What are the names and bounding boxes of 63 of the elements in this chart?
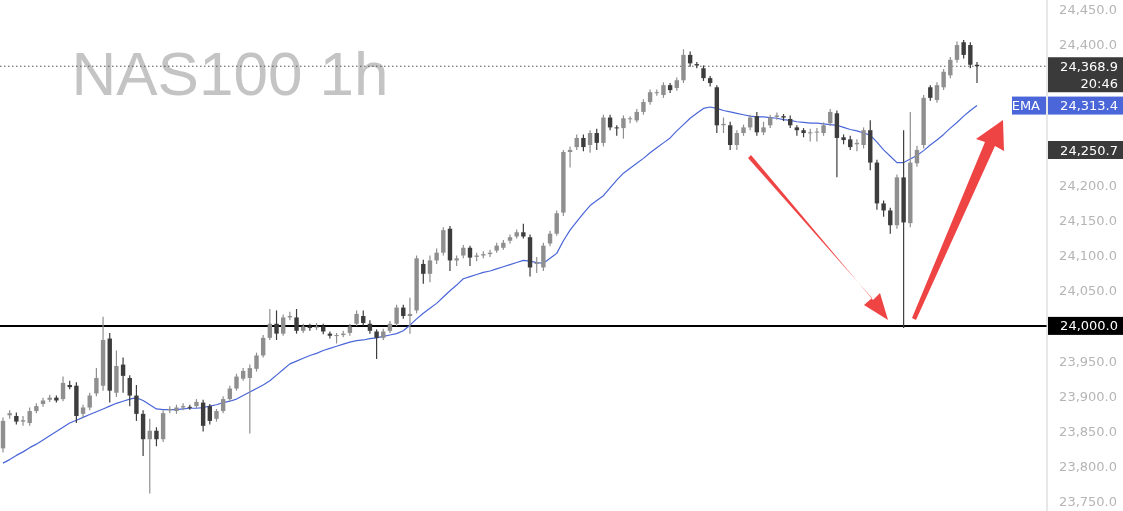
y-tick-label: 24,450.0 <box>1059 1 1117 17</box>
ref-line-label: 24,000.0 <box>1060 318 1118 334</box>
y-tick-label: 24,050.0 <box>1059 283 1117 299</box>
ref-line-label: 24,368.9 <box>1060 58 1118 74</box>
candlestick <box>20 415 26 427</box>
candlestick <box>27 406 32 427</box>
candlestick <box>754 111 760 137</box>
candlestick <box>267 308 273 341</box>
candlestick <box>274 309 279 341</box>
candlestick <box>421 259 426 285</box>
candlestick <box>861 126 866 150</box>
candlestick <box>134 384 139 422</box>
y-tick-label: 23,900.0 <box>1059 388 1117 404</box>
candlestick <box>60 375 66 402</box>
candlestick <box>554 209 559 237</box>
candlestick <box>200 399 206 433</box>
candlestick <box>280 314 286 337</box>
candlestick <box>954 40 960 64</box>
y-tick-label: 23,950.0 <box>1059 353 1117 369</box>
candlestick <box>441 226 446 257</box>
candlestick <box>621 114 626 140</box>
candlestick <box>374 328 379 360</box>
candlestick <box>467 245 473 267</box>
candlestick <box>94 367 99 397</box>
candlestick <box>394 304 399 327</box>
candlestick <box>774 112 780 121</box>
candlestick <box>254 352 259 373</box>
text: 24,250.7 <box>1060 142 1118 158</box>
y-tick-label: 24,100.0 <box>1059 248 1117 263</box>
candlestick <box>294 308 299 335</box>
candlestick <box>627 115 633 124</box>
candlestick <box>814 127 820 143</box>
candlestick <box>727 121 733 151</box>
candlestick <box>207 403 213 426</box>
candlestick <box>587 129 593 154</box>
text: 24,313.4 <box>1060 98 1118 114</box>
candlestick <box>941 68 946 91</box>
candlestick <box>247 364 253 435</box>
line-series <box>2 104 978 464</box>
candlestick <box>948 56 953 79</box>
candlestick <box>507 233 513 245</box>
candlestick <box>541 242 546 272</box>
candlestick <box>734 129 740 151</box>
candlestick <box>40 397 46 408</box>
candlestick <box>961 39 966 60</box>
candlestick <box>154 426 159 447</box>
candlestick <box>594 128 599 151</box>
y-tick-label: 24,150.0 <box>1059 212 1117 228</box>
candlestick <box>934 81 940 104</box>
candlestick <box>888 207 893 235</box>
y-tick-label: 23,800.0 <box>1059 459 1117 475</box>
y-tick-label: 24,400.0 <box>1059 36 1117 52</box>
candlestick <box>180 402 186 411</box>
candlestick <box>968 41 973 69</box>
text: NAS100 1h <box>71 39 389 108</box>
y-tick-label: 24,200.0 <box>1059 177 1117 193</box>
candlestick <box>427 254 433 283</box>
y-tick-label: 23,750.0 <box>1059 494 1117 510</box>
text: EMA <box>1011 98 1041 114</box>
candlestick <box>127 374 132 407</box>
y-tick-label: 23,850.0 <box>1059 423 1117 439</box>
candlestick <box>794 124 800 137</box>
text: 20:46 <box>1080 75 1118 91</box>
